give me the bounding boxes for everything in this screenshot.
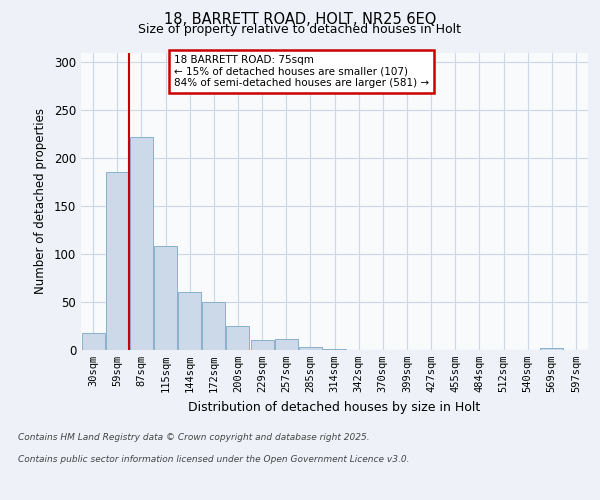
Bar: [202, 302, 225, 350]
Bar: [82, 332, 104, 350]
Bar: [541, 348, 563, 350]
Text: 18 BARRETT ROAD: 75sqm
← 15% of detached houses are smaller (107)
84% of semi-de: 18 BARRETT ROAD: 75sqm ← 15% of detached…: [174, 55, 429, 88]
Bar: [130, 137, 153, 350]
Text: Contains public sector information licensed under the Open Government Licence v3: Contains public sector information licen…: [18, 455, 409, 464]
Bar: [226, 326, 250, 350]
Bar: [323, 349, 346, 350]
Text: Contains HM Land Registry data © Crown copyright and database right 2025.: Contains HM Land Registry data © Crown c…: [18, 434, 370, 442]
Bar: [178, 292, 201, 350]
Bar: [106, 172, 128, 350]
Bar: [154, 246, 177, 350]
Y-axis label: Number of detached properties: Number of detached properties: [34, 108, 47, 294]
Bar: [299, 347, 322, 350]
X-axis label: Distribution of detached houses by size in Holt: Distribution of detached houses by size …: [188, 400, 481, 413]
Bar: [251, 340, 274, 350]
Text: 18, BARRETT ROAD, HOLT, NR25 6EQ: 18, BARRETT ROAD, HOLT, NR25 6EQ: [164, 12, 436, 28]
Bar: [275, 340, 298, 350]
Text: Size of property relative to detached houses in Holt: Size of property relative to detached ho…: [139, 22, 461, 36]
